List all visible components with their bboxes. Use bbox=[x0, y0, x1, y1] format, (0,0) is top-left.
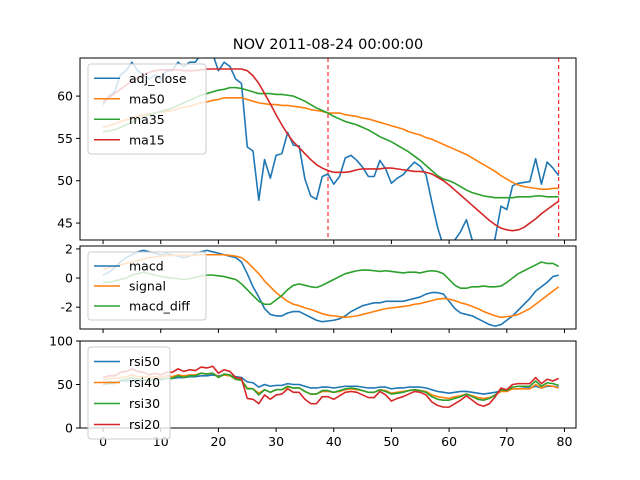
series-line-adj_close bbox=[102, 58, 560, 240]
legend-label-adj_close: adj_close bbox=[129, 71, 187, 86]
panels: 45 50 55 60 adj_close ma50 ma35 ma15 -2 0 2 macd sig… bbox=[49, 57, 577, 449]
legend-label-ma35: ma35 bbox=[129, 112, 165, 127]
x-tick-label: 70 bbox=[499, 434, 515, 449]
y-tick-label: 60 bbox=[57, 89, 73, 104]
y-tick-label: 100 bbox=[49, 334, 73, 349]
series-line-rsi30 bbox=[102, 372, 559, 401]
price-panel: 45 50 55 60 adj_close ma50 ma35 ma15 bbox=[57, 57, 577, 244]
legend-frame bbox=[87, 251, 207, 321]
legend-label-macd_diff: macd_diff bbox=[129, 299, 190, 314]
legend-label-ma15: ma15 bbox=[129, 132, 165, 147]
price-panel-legend: adj_close ma50 ma35 ma15 bbox=[87, 63, 207, 155]
x-tick-label: 60 bbox=[441, 434, 457, 449]
y-tick-label: 45 bbox=[57, 216, 73, 231]
legend-label-signal: signal bbox=[129, 279, 166, 294]
x-tick-label: 30 bbox=[268, 434, 284, 449]
legend-label-rsi40: rsi40 bbox=[129, 375, 160, 390]
price-panel-frame bbox=[79, 57, 577, 241]
y-tick-label: 0 bbox=[65, 421, 73, 436]
legend-frame bbox=[87, 346, 171, 440]
macd-panel-frame bbox=[79, 245, 577, 330]
y-tick-label: 55 bbox=[57, 131, 73, 146]
x-tick-label: 40 bbox=[326, 434, 342, 449]
series-line-rsi20 bbox=[102, 365, 560, 408]
figure-title: NOV 2011-08-24 00:00:00 bbox=[233, 37, 424, 53]
x-tick-label: 50 bbox=[383, 434, 399, 449]
legend-frame bbox=[87, 63, 207, 155]
rsi-panel-lines bbox=[102, 365, 560, 408]
legend-label-rsi20: rsi20 bbox=[129, 417, 160, 432]
legend-label-macd: macd bbox=[129, 259, 164, 274]
macd-panel-legend: macd signal macd_diff bbox=[87, 251, 207, 321]
x-tick-label: 0 bbox=[99, 434, 107, 449]
legend-label-ma50: ma50 bbox=[129, 91, 165, 106]
y-tick-label: 0 bbox=[65, 271, 73, 286]
macd-panel: -2 0 2 macd signal macd_diff bbox=[61, 241, 577, 333]
x-tick-label: 80 bbox=[557, 434, 573, 449]
y-tick-label: -2 bbox=[61, 300, 73, 315]
series-line-rsi50 bbox=[102, 374, 559, 395]
y-tick-label: 50 bbox=[57, 173, 73, 188]
legend-label-rsi30: rsi30 bbox=[129, 396, 160, 411]
y-tick-label: 50 bbox=[57, 377, 73, 392]
legend-label-rsi50: rsi50 bbox=[129, 354, 160, 369]
x-tick-label: 20 bbox=[210, 434, 226, 449]
rsi-panel-legend: rsi50 rsi40 rsi30 rsi20 bbox=[87, 346, 171, 440]
y-tick-label: 2 bbox=[65, 241, 73, 256]
